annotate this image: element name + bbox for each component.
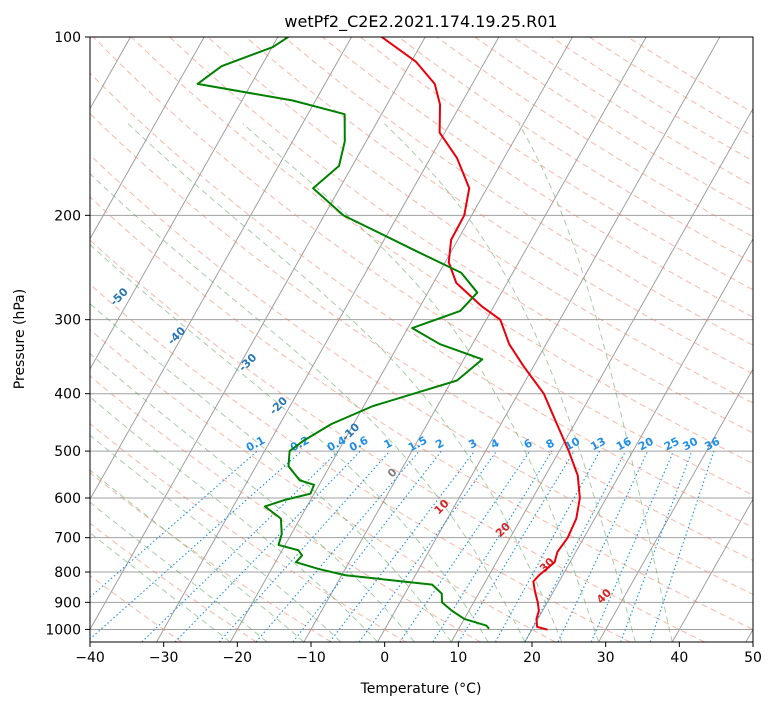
x-tick-label: −40 [75, 650, 105, 666]
x-tick-label: −10 [296, 650, 326, 666]
dewpoint-profile-line [196, 37, 490, 630]
dry-adiabat-line [90, 239, 705, 642]
x-tick-label: 0 [380, 650, 389, 666]
y-tick-label: 200 [54, 208, 81, 224]
isotherm-line [90, 37, 279, 371]
dry-adiabat-line [90, 422, 407, 642]
dry-adiabat-line [90, 72, 753, 528]
mixing-ratio-line [494, 450, 601, 642]
mixing-ratio-line [524, 450, 627, 642]
moist-adiabat-line [90, 396, 378, 642]
mixing-ratio-line [329, 450, 475, 642]
y-tick-label: 400 [54, 387, 81, 403]
isotherm-line [156, 37, 500, 642]
dry-adiabat-line [90, 154, 753, 596]
dry-adiabat-line [131, 37, 753, 465]
y-axis: 100 200 300 400 500 600 700 800 900 1000 [45, 30, 90, 638]
x-tick-label: 10 [449, 650, 467, 666]
moist-adiabat-line [90, 243, 489, 642]
x-axis-label: Temperature (°C) [360, 681, 482, 697]
isotherm-line [598, 368, 753, 642]
mixing-ratio-line [649, 450, 715, 642]
x-tick-label: −30 [149, 650, 179, 666]
dry-adiabat-line [90, 196, 753, 631]
y-tick-label: 800 [54, 565, 81, 581]
mixing-ratio-line [590, 450, 674, 642]
isotherm-line [90, 37, 205, 240]
axes-frame [89, 36, 754, 643]
y-tick-label: 500 [54, 444, 81, 460]
moist-adiabat-line [90, 501, 268, 642]
isotherm-line [90, 37, 352, 501]
isotherm-line [377, 37, 721, 642]
mixing-ratio-label: 25 [662, 435, 682, 454]
y-tick-label: 1000 [45, 622, 81, 638]
mixing-ratio-line [620, 450, 693, 642]
moist-adiabat-line [518, 123, 673, 642]
x-tick-label: −20 [223, 650, 253, 666]
dry-adiabat-line [90, 283, 631, 642]
dry-adiabat-line [90, 574, 182, 642]
mixing-ratio-line [458, 450, 575, 642]
y-tick-label: 600 [54, 491, 81, 507]
y-tick-label: 700 [54, 531, 81, 547]
x-tick-label: 50 [744, 650, 762, 666]
dry-adiabat-line [90, 375, 481, 642]
moist-adiabat-line [242, 123, 600, 642]
y-axis-label: Pressure (hPa) [12, 289, 28, 389]
isotherm-line [450, 107, 753, 642]
dry-adiabat-line [90, 472, 332, 642]
dry-adiabat-line [169, 37, 753, 434]
mixing-ratio-line [399, 450, 531, 642]
moist-adiabat-line [90, 532, 231, 642]
mixing-ratio-line [432, 450, 553, 642]
mixing-ratio-line [218, 450, 391, 642]
chart-title: wetPf2_C2E2.2021.174.19.25.R01 [284, 12, 557, 32]
x-axis: −40 −30 −20 −10 0 10 20 30 40 50 [75, 642, 762, 666]
moist-adiabat-line [127, 123, 563, 642]
dry-adiabat-line [92, 37, 753, 496]
dry-adiabat-line [321, 37, 753, 318]
x-tick-label: 20 [523, 650, 541, 666]
temperature-profile-line [380, 37, 581, 631]
dry-adiabat-line [90, 522, 257, 642]
mixing-ratio-label: 36 [702, 435, 722, 454]
mixing-ratio-line [174, 450, 361, 642]
moist-adiabat-line [90, 173, 526, 642]
isotherm-line [671, 498, 753, 642]
mixing-ratio-label: 20 [636, 435, 656, 454]
mixing-ratio-label: 13 [588, 435, 608, 454]
isotherm-line [90, 37, 426, 631]
moist-adiabat-line [90, 302, 452, 642]
y-tick-label: 900 [54, 595, 81, 611]
x-tick-label: 40 [670, 650, 688, 666]
x-tick-label: 30 [597, 650, 615, 666]
isotherm-line [524, 237, 753, 642]
mixing-ratio-label: 16 [614, 435, 634, 454]
moist-adiabat-line [383, 123, 636, 642]
mixing-ratio-label: 30 [680, 435, 700, 454]
dry-adiabat-line [90, 328, 556, 642]
moist-adiabat-line [90, 352, 415, 642]
mixing-ratio-line [358, 450, 498, 642]
isotherm-line [229, 37, 573, 642]
mixing-ratio-line [141, 450, 339, 642]
plot-area: 0.10.20.40.611.52346810131620253036-100-… [90, 37, 753, 642]
y-tick-label: 100 [54, 30, 81, 46]
moist-adiabat-line [90, 469, 305, 642]
mixing-ratio-line [90, 450, 258, 598]
y-tick-label: 300 [54, 313, 81, 329]
dry-adiabat-line [90, 112, 753, 562]
dry-adiabat-line [283, 37, 753, 346]
